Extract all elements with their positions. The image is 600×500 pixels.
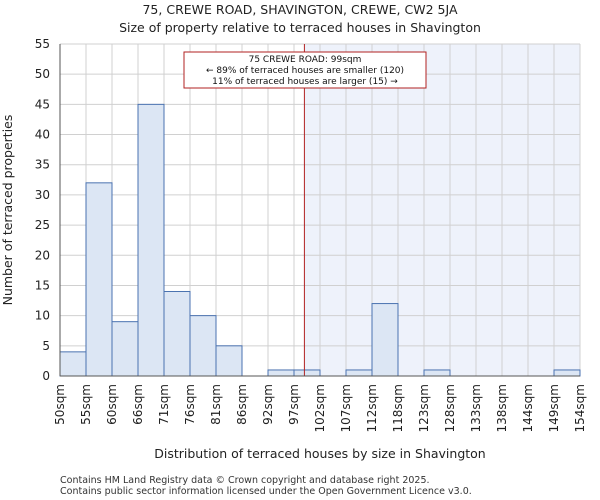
bar-123sqm	[423, 369, 451, 377]
y-tick-label: 25	[35, 218, 50, 232]
x-tick-label: 107sqm	[339, 384, 353, 432]
footer-line-2: Contains public sector information licen…	[60, 486, 472, 497]
x-tick-label: 123sqm	[417, 384, 431, 432]
x-tick-label: 102sqm	[313, 384, 327, 432]
annotation-box: 75 CREWE ROAD: 99sqm ← 89% of terraced h…	[183, 51, 427, 89]
y-tick-label: 20	[35, 248, 50, 262]
annotation-line-1: 75 CREWE ROAD: 99sqm	[249, 55, 362, 65]
x-tick-label: 118sqm	[391, 384, 405, 432]
x-tick-label: 92sqm	[261, 384, 275, 425]
y-tick-label: 5	[42, 339, 50, 353]
bar-60sqm	[111, 321, 139, 377]
chart-title: 75, CREWE ROAD, SHAVINGTON, CREWE, CW2 5…	[142, 2, 457, 17]
bar-112sqm	[371, 303, 399, 377]
annotation-border	[183, 51, 427, 89]
bar-92sqm	[267, 369, 295, 377]
plot-area: 0 5 10 15 20 25 30 35 40 45 50 55 50sqm 55sqm 60sqm 66s…	[35, 37, 587, 432]
x-tick-label: 81sqm	[209, 384, 223, 425]
bar-97sqm	[293, 369, 321, 377]
bar-107sqm	[345, 369, 373, 377]
x-tick-label: 144sqm	[521, 384, 535, 432]
x-tick-label: 55sqm	[79, 384, 93, 425]
bar-76sqm	[189, 315, 217, 377]
x-tick-label: 128sqm	[443, 384, 457, 432]
x-tick-label: 133sqm	[469, 384, 483, 432]
y-axis-label: Number of terraced properties	[0, 115, 15, 306]
x-tick-label: 112sqm	[365, 384, 379, 432]
x-axis-label: Distribution of terraced houses by size …	[154, 446, 485, 461]
bar-71sqm	[163, 290, 191, 377]
x-tick-label: 60sqm	[105, 384, 119, 425]
x-tick-label: 149sqm	[547, 384, 561, 432]
y-tick-label: 10	[35, 309, 50, 323]
bar-55sqm	[85, 182, 113, 377]
annotation-line-2: ← 89% of terraced houses are smaller (12…	[206, 66, 404, 76]
x-tick-label: 86sqm	[235, 384, 249, 425]
y-tick-label: 15	[35, 278, 50, 292]
bar-81sqm	[215, 345, 243, 377]
x-tick-label: 71sqm	[157, 384, 171, 425]
x-tick-label: 76sqm	[183, 384, 197, 425]
y-tick-label: 40	[35, 128, 50, 142]
y-tick-label: 55	[35, 37, 50, 51]
y-tick-label: 30	[35, 188, 50, 202]
y-tick-label: 35	[35, 158, 50, 172]
x-tick-label: 66sqm	[131, 384, 145, 425]
x-tick-label: 138sqm	[495, 384, 509, 432]
x-tick-label: 97sqm	[287, 384, 301, 425]
x-tick-label: 50sqm	[53, 384, 67, 425]
y-tick-label: 45	[35, 97, 50, 111]
annotation-line-3: 11% of terraced houses are larger (15) →	[212, 77, 398, 87]
y-tick-label: 50	[35, 67, 50, 81]
bar-66sqm	[137, 103, 165, 377]
y-tick-label: 0	[42, 369, 50, 383]
highlight-region	[304, 44, 580, 376]
chart-subtitle: Size of property relative to terraced ho…	[119, 20, 481, 35]
footer-line-1: Contains HM Land Registry data © Crown c…	[60, 475, 430, 486]
bar-50sqm	[59, 351, 87, 377]
bar-149sqm	[553, 369, 581, 377]
x-tick-label: 154sqm	[573, 384, 587, 432]
